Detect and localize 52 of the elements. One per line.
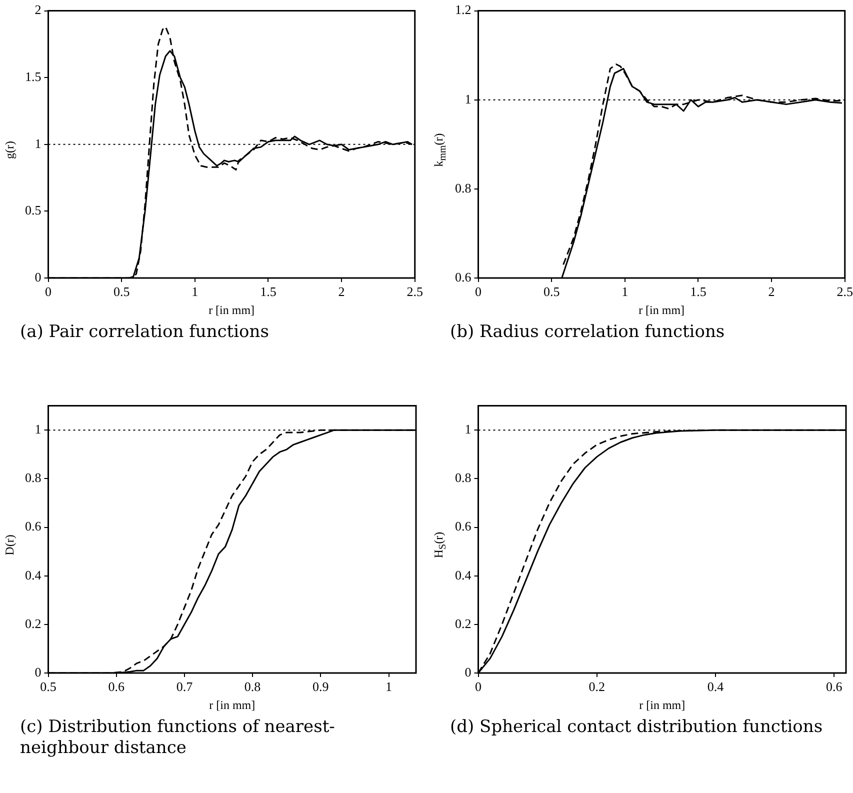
x-tick-label: 0.2 <box>588 679 606 694</box>
y-tick-label: 1 <box>34 422 42 437</box>
x-tick-label: 0 <box>475 284 482 300</box>
x-tick-label: 0.5 <box>113 284 130 300</box>
y-tick-label: 1.2 <box>455 2 472 18</box>
x-tick-label: 0.8 <box>244 679 261 694</box>
y-tick-label: 0.8 <box>25 470 42 486</box>
x-axis-title: r [in mm] <box>638 302 685 317</box>
x-axis-title: r [in mm] <box>209 698 256 712</box>
x-tick-label: 2.5 <box>406 284 423 300</box>
x-axis-title: r [in mm] <box>208 302 255 317</box>
text: (a) Pair correlation functions <box>19 321 270 343</box>
y-tick-label: 0 <box>34 269 42 284</box>
y-tick-label: 0.6 <box>455 518 472 534</box>
y-tick-label: 0.2 <box>25 616 42 631</box>
x-tick-label: 1.5 <box>690 284 706 300</box>
y-tick-label: 0.8 <box>455 180 472 196</box>
y-tick-label: 1.5 <box>25 69 42 84</box>
x-tick-label: 0.4 <box>707 679 724 694</box>
y-tick-label: 1 <box>464 422 472 437</box>
y-tick-label: 2 <box>34 2 42 18</box>
y-tick-label: 0.6 <box>455 269 472 284</box>
y-axis-title: g(r) <box>2 141 18 159</box>
x-tick-label: 0.5 <box>543 284 560 300</box>
x-tick-label: 0 <box>475 679 482 694</box>
y-tick-label: 0 <box>34 664 42 680</box>
y-tick-label: 0.4 <box>25 567 42 582</box>
y-tick-label: 0.2 <box>455 616 472 631</box>
x-tick-label: 2 <box>338 284 345 300</box>
y-tick-label: 0.6 <box>25 518 42 534</box>
x-tick-label: 0.9 <box>312 679 329 694</box>
x-tick-label: 0 <box>45 284 52 300</box>
x-tick-label: 2.5 <box>836 284 853 300</box>
y-tick-label: 1 <box>34 136 42 151</box>
y-tick-label: 0.4 <box>455 567 472 582</box>
y-tick-label: 0.8 <box>455 470 472 486</box>
x-tick-label: 1 <box>192 284 198 300</box>
x-tick-label: 1.5 <box>260 284 276 300</box>
y-tick-label: 1 <box>464 91 472 106</box>
x-tick-label: 0.7 <box>176 679 194 694</box>
x-tick-label: 1 <box>622 284 628 300</box>
text: (c) Distribution functions of nearest-neighbour distance <box>19 716 336 759</box>
x-axis-title: r [in mm] <box>639 698 686 712</box>
x-tick-label: 0.6 <box>826 679 843 694</box>
y-axis-title: D(r) <box>2 534 18 556</box>
y-tick-label: 0 <box>464 664 472 680</box>
text: (b) Radius correlation functions <box>449 321 726 343</box>
text: (d) Spherical contact distribution functions <box>449 716 824 738</box>
x-tick-label: 2 <box>768 284 775 300</box>
x-tick-label: 1 <box>386 679 392 694</box>
x-tick-label: 0.6 <box>108 679 125 694</box>
y-tick-label: 0.5 <box>25 202 42 218</box>
